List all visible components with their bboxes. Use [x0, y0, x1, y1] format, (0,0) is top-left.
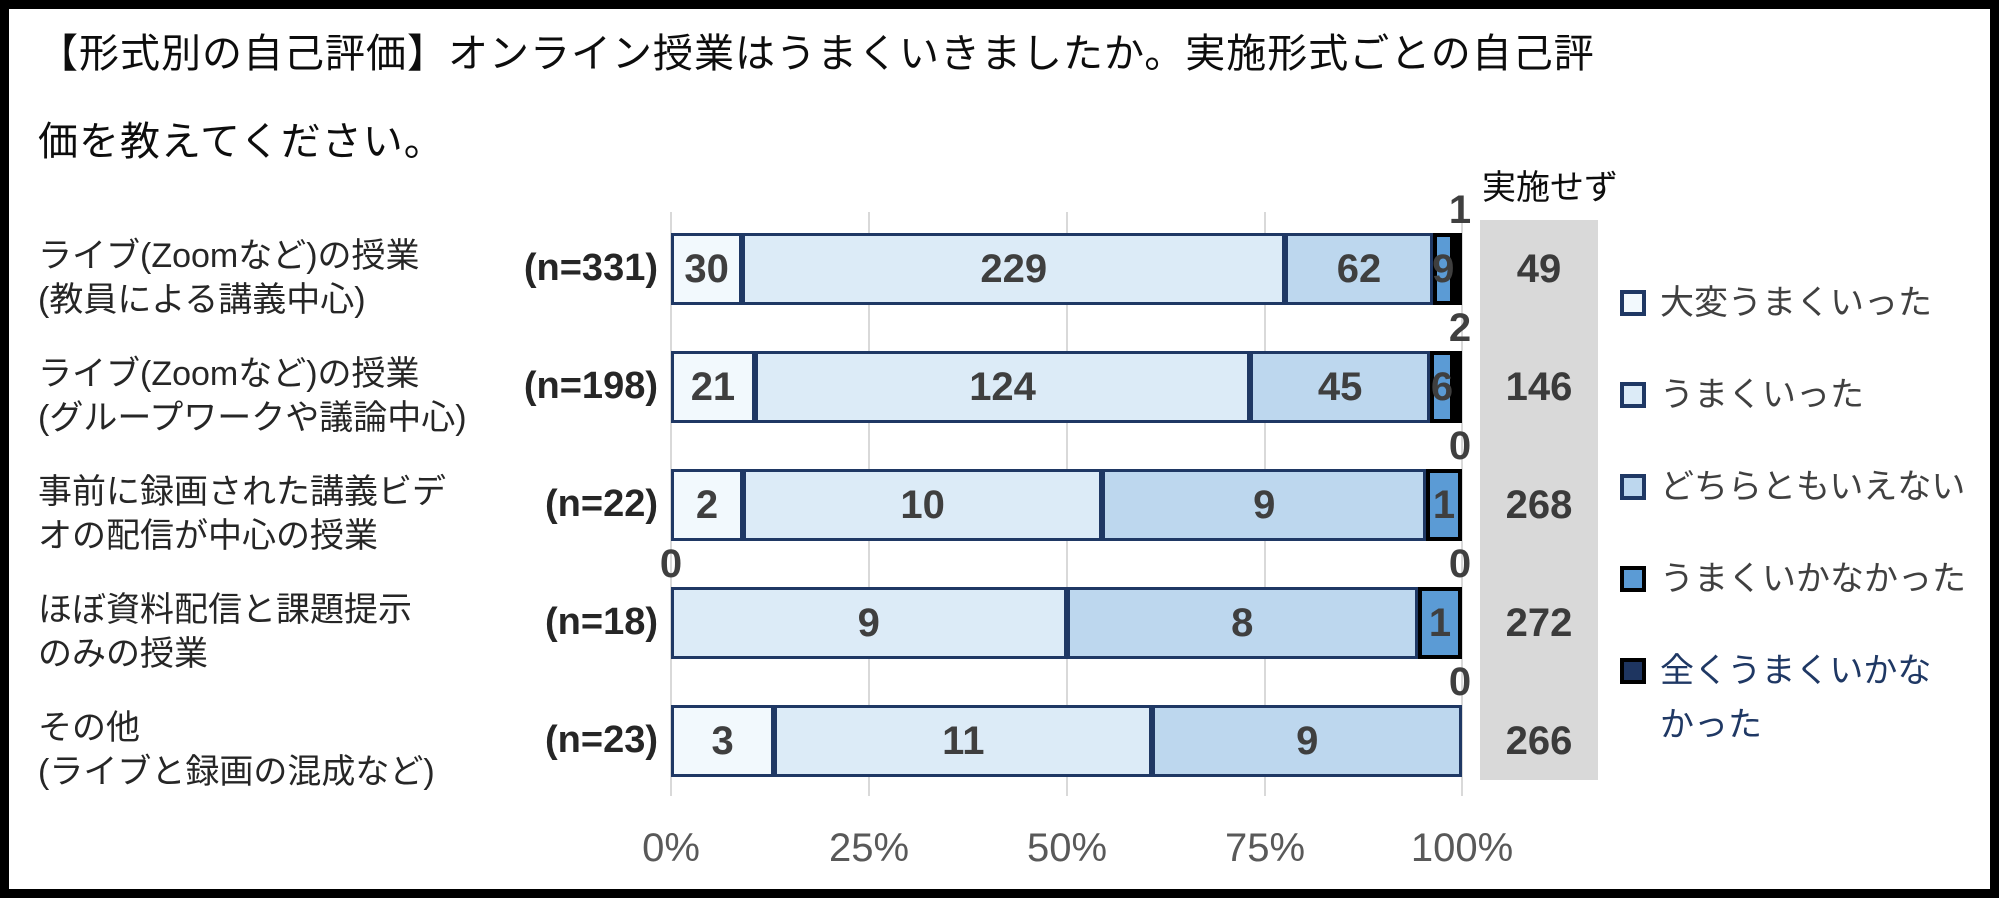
stacked-bar-row: 21 124 45 6	[671, 351, 1462, 423]
bar-segment-value: 3	[711, 719, 734, 763]
bar-value-above-right: 1	[1448, 188, 1472, 232]
category-label-line: ライブ(Zoomなど)の授業	[38, 355, 420, 393]
category-label-line: のみの授業	[38, 635, 208, 673]
not-implemented-value: 272	[1505, 601, 1573, 645]
category-label-line: オの配信が中心の授業	[38, 517, 378, 555]
category-label-line: (ライブと録画の混成など)	[38, 753, 435, 791]
bar-segment-どちらともいえない: 45	[1250, 351, 1431, 423]
legend-swatch-全くうまくいかなかった	[1620, 658, 1646, 684]
bar-segment-value: 229	[980, 247, 1048, 291]
x-axis-tick-label: 75%	[1224, 826, 1306, 870]
bar-segment-value: 8	[1231, 601, 1254, 645]
bar-segment-うまくいかなかった: 9	[1432, 233, 1455, 305]
bar-segment-value: 30	[684, 247, 729, 291]
category-n-label: (n=22)	[545, 483, 658, 525]
bar-segment-うまくいった: 9	[671, 587, 1067, 659]
category-n-label: (n=198)	[523, 365, 658, 407]
bar-segment-value: 10	[900, 483, 945, 527]
bar-segment-value: 45	[1317, 365, 1363, 409]
bar-segment-うまくいかなかった: 6	[1430, 351, 1454, 423]
bar-value-above-left: 0	[659, 542, 683, 586]
category-n-label: (n=23)	[545, 719, 658, 761]
bar-value-above-right: 0	[1448, 424, 1472, 468]
bar-segment-value: 9	[1432, 247, 1455, 291]
bar-segment-うまくいった: 11	[774, 705, 1153, 777]
x-gridline	[1461, 212, 1463, 796]
bar-segment-うまくいかなかった: 1	[1426, 469, 1462, 541]
legend-label: うまくいった	[1660, 376, 1864, 414]
bar-segment-value: 62	[1336, 247, 1382, 291]
category-label: その他 (ライブと録画の混成など)	[38, 706, 628, 794]
stacked-bar-row: 3 11 9	[671, 705, 1462, 777]
bar-value-above-right: 0	[1448, 660, 1472, 704]
category-label: ほぼ資料配信と課題提示 のみの授業	[38, 588, 628, 676]
category-label-line: (グループワークや議論中心)	[38, 399, 467, 437]
x-axis-tick-label: 0%	[642, 826, 700, 870]
stacked-bar-row: 2 10 9 1	[671, 469, 1462, 541]
bar-segment-うまくいかなかった: 1	[1418, 587, 1462, 659]
bar-segment-うまくいった: 124	[754, 351, 1251, 423]
bar-segment-どちらともいえない: 9	[1152, 705, 1462, 777]
bar-segment-value: 2	[695, 483, 719, 527]
bar-segment-大変うまくいった: 2	[671, 469, 743, 541]
bar-segment-大変うまくいった: 3	[671, 705, 775, 777]
legend-swatch-うまくいかなかった	[1620, 566, 1646, 592]
legend-label: 大変うまくいった	[1660, 284, 1932, 322]
category-label: 事前に録画された講義ビデ オの配信が中心の授業	[38, 470, 628, 558]
category-label: ライブ(Zoomなど)の授業 (グループワークや議論中心)	[38, 352, 628, 440]
bar-segment-全くうまくいかなかった	[1454, 233, 1462, 305]
category-label-line: ライブ(Zoomなど)の授業	[38, 237, 420, 275]
legend-swatch-大変うまくいった	[1620, 290, 1646, 316]
bar-segment-うまくいった: 229	[742, 233, 1286, 305]
bar-segment-value: 9	[1296, 719, 1319, 763]
category-label-line: ほぼ資料配信と課題提示	[38, 591, 412, 629]
bar-segment-value: 1	[1428, 601, 1452, 645]
bar-value-above-right: 2	[1448, 306, 1472, 350]
category-label-line: その他	[38, 709, 140, 747]
bar-segment-うまくいった: 10	[742, 469, 1103, 541]
category-label-line: 事前に録画された講義ビデ	[38, 473, 446, 511]
bar-segment-value: 1	[1432, 483, 1456, 527]
not-implemented-value: 268	[1505, 483, 1573, 527]
category-n-label: (n=18)	[545, 601, 658, 643]
not-implemented-value: 146	[1505, 365, 1573, 409]
bar-segment-どちらともいえない: 8	[1066, 587, 1419, 659]
legend-label: 全くうまくいかなかった	[1660, 652, 1932, 744]
bar-segment-value: 9	[857, 601, 880, 645]
bar-segment-大変うまくいった: 30	[671, 233, 743, 305]
bar-segment-value: 124	[969, 365, 1036, 409]
not-implemented-column-background	[1480, 220, 1598, 780]
bar-segment-value: 6	[1430, 365, 1454, 409]
bar-segment-大変うまくいった: 21	[671, 351, 755, 423]
legend-label: どちらともいえない	[1660, 468, 1966, 506]
legend-swatch-うまくいった	[1620, 382, 1646, 408]
not-implemented-column-header: 実施せず	[1482, 169, 1618, 207]
x-axis-tick-label: 50%	[1026, 826, 1108, 870]
bar-segment-value: 9	[1253, 483, 1276, 527]
not-implemented-value: 266	[1505, 719, 1573, 763]
x-axis-tick-label: 25%	[828, 826, 910, 870]
category-label: ライブ(Zoomなど)の授業 (教員による講義中心)	[38, 234, 628, 322]
stacked-bar-row: 9 8 1	[671, 587, 1462, 659]
category-n-label: (n=331)	[523, 247, 658, 289]
legend-label: うまくいかなかった	[1660, 560, 1966, 598]
stacked-bar-row: 30 229 62 9	[671, 233, 1462, 305]
legend-swatch-どちらともいえない	[1620, 474, 1646, 500]
bar-segment-value: 11	[942, 719, 985, 763]
not-implemented-value: 49	[1516, 247, 1562, 291]
bar-value-above-right: 0	[1448, 542, 1472, 586]
chart-title: 【形式別の自己評価】オンライン授業はうまくいきましたか。実施形式ごとの自己評価を…	[38, 32, 1595, 164]
bar-segment-value: 21	[690, 365, 736, 409]
x-axis-tick-label: 100%	[1410, 826, 1514, 870]
category-label-line: (教員による講義中心)	[38, 281, 366, 319]
bar-segment-どちらともいえない: 9	[1102, 469, 1427, 541]
bar-segment-全くうまくいかなかった	[1453, 351, 1462, 423]
bar-segment-どちらともいえない: 62	[1285, 233, 1433, 305]
